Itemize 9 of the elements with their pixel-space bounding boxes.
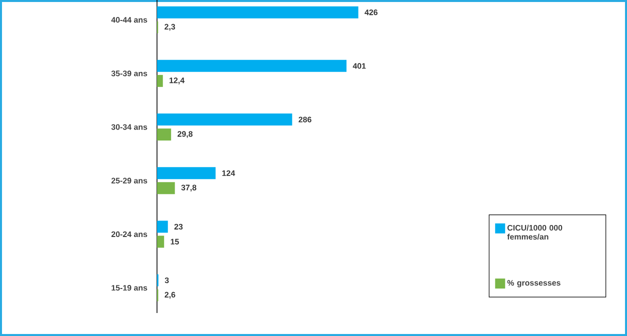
bar [157, 236, 164, 248]
bar [157, 182, 175, 194]
bar [157, 128, 172, 141]
bar [157, 60, 346, 72]
bar [157, 220, 168, 233]
bar [157, 6, 358, 18]
bar [157, 74, 163, 87]
bar [157, 114, 292, 126]
bar [157, 167, 216, 180]
